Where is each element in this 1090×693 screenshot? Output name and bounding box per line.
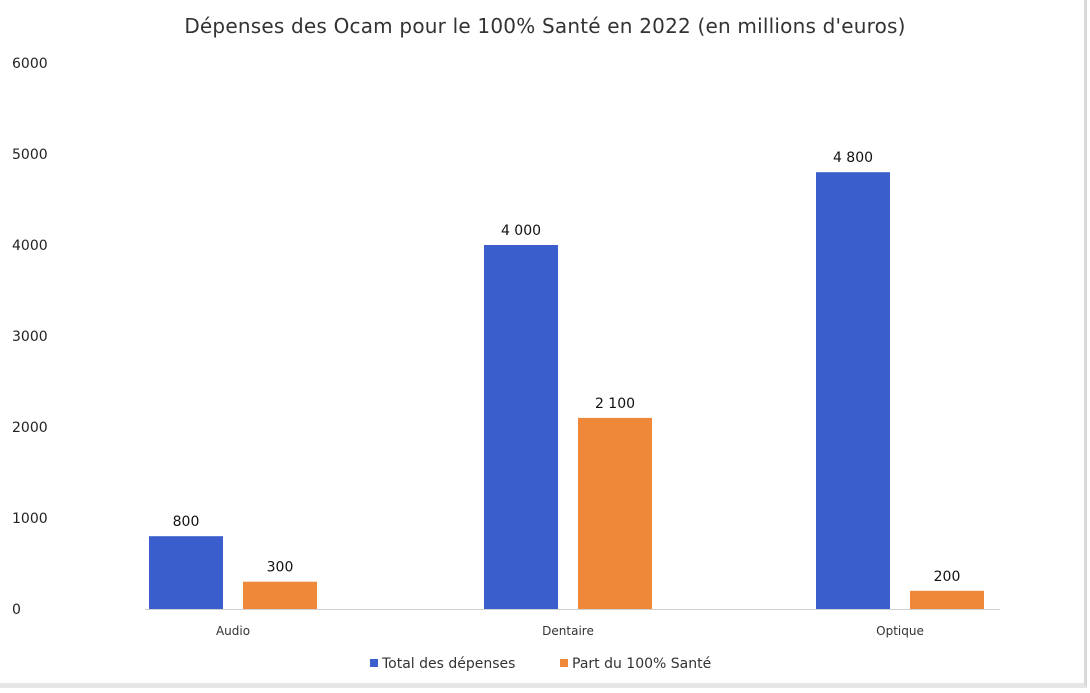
bar [910,590,984,609]
x-axis-labels: Audio Dentaire Optique [216,624,924,638]
x-category-label: Audio [216,624,250,638]
legend-swatch [370,659,378,667]
data-label: 4 000 [501,223,541,239]
bars [149,172,984,609]
legend: Total des dépenses Part du 100% Santé [370,656,711,672]
y-tick-label: 5000 [12,147,48,163]
y-axis-ticks: 0 1000 2000 3000 4000 5000 6000 [12,56,48,618]
data-label: 800 [173,514,200,530]
y-tick-label: 1000 [12,511,48,527]
data-labels: 800 300 4 000 2 100 4 800 200 [173,150,961,585]
data-label: 2 100 [595,396,635,412]
chart-title: Dépenses des Ocam pour le 100% Santé en … [184,14,906,38]
y-tick-label: 3000 [12,329,48,345]
data-label: 4 800 [833,150,873,166]
legend-swatch [560,659,568,667]
y-tick-label: 6000 [12,56,48,72]
y-tick-label: 4000 [12,238,48,254]
x-category-label: Dentaire [542,624,594,638]
data-label: 200 [934,569,961,585]
bar [816,172,890,609]
bar [578,417,652,609]
legend-label: Part du 100% Santé [572,656,711,672]
y-tick-label: 2000 [12,420,48,436]
legend-label: Total des dépenses [381,656,515,672]
y-tick-label: 0 [12,602,21,618]
bar [149,536,223,609]
bar [243,581,317,609]
data-label: 300 [267,560,294,576]
x-category-label: Optique [876,624,924,638]
bar [484,245,558,609]
